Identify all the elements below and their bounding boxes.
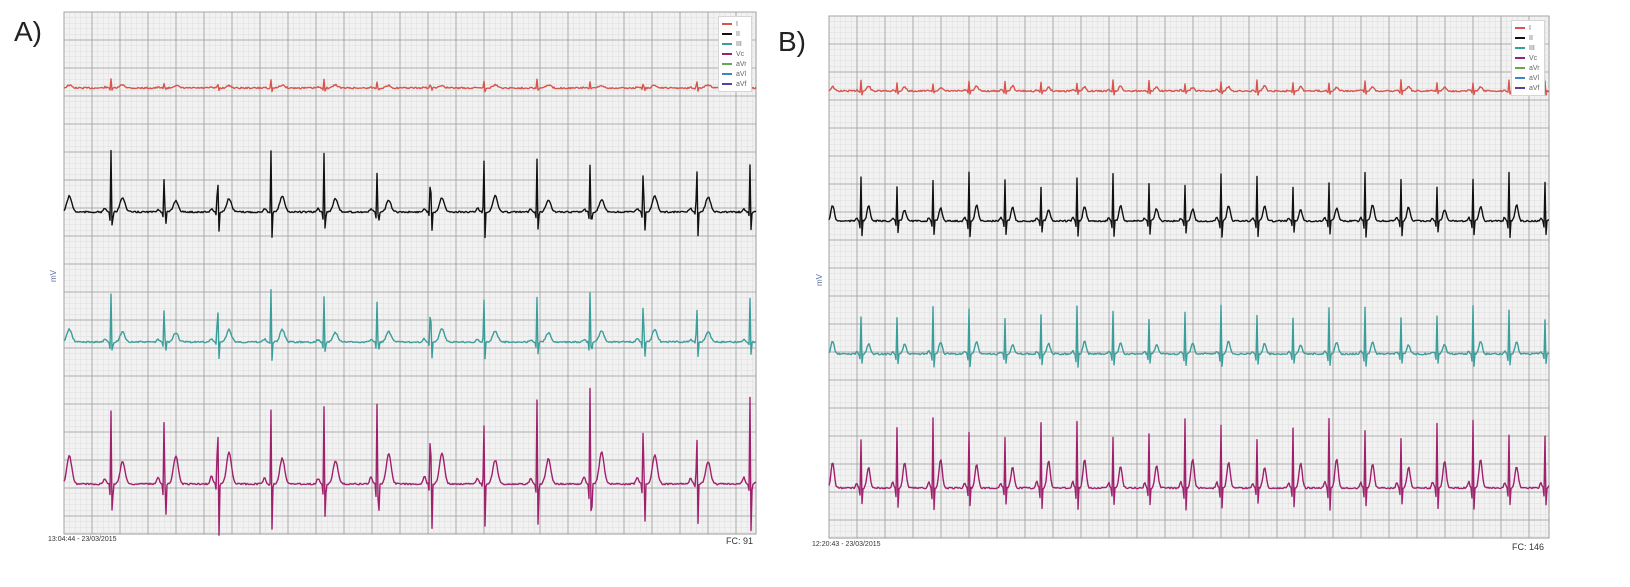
legend-label: aVl: [1529, 74, 1540, 82]
ecg-trace-vc: [63, 387, 757, 536]
legend-swatch: [722, 33, 732, 35]
ecg-trace-ii: [63, 149, 757, 239]
legend-label: aVr: [736, 60, 747, 68]
legend-swatch: [1515, 27, 1525, 29]
ecg-chart-a: I II III Vc aVr aVl aVf: [63, 11, 757, 536]
ecg-trace-i: [63, 78, 757, 93]
legend-item: Vc: [722, 49, 747, 59]
ecg-trace-ii: [828, 171, 1549, 239]
legend-swatch: [722, 23, 732, 25]
legend-label: aVf: [1529, 84, 1540, 92]
legend-label: II: [736, 30, 740, 38]
legend-item: aVf: [722, 79, 747, 89]
legend-item: Vc: [1515, 53, 1540, 63]
legend-item: aVr: [1515, 63, 1540, 73]
legend-swatch: [722, 63, 732, 65]
legend-label: I: [1529, 24, 1531, 32]
panel-a-label: A): [14, 16, 42, 47]
plot-background: [828, 15, 1550, 539]
legend-swatch: [722, 53, 732, 55]
legend-item: aVl: [1515, 73, 1540, 83]
legend-item: III: [722, 39, 747, 49]
legend: I II III Vc aVr aVl aVf: [1511, 20, 1545, 96]
legend-label: aVf: [736, 80, 747, 88]
panel-b-label: B): [778, 26, 806, 57]
legend-item: aVl: [722, 69, 747, 79]
legend-swatch: [722, 83, 732, 85]
legend-swatch: [1515, 57, 1525, 59]
timestamp-b: 12:20:43 - 23/03/2015: [812, 541, 881, 548]
y-axis-label-a: mV: [49, 270, 58, 282]
legend-label: aVl: [736, 70, 747, 78]
ecg-trace-iii: [828, 304, 1550, 368]
ecg-trace-iii: [63, 289, 757, 361]
legend-label: II: [1529, 34, 1533, 42]
y-axis-label-b: mV: [815, 274, 824, 286]
legend-item: I: [1515, 23, 1540, 33]
legend-label: Vc: [1529, 54, 1538, 62]
legend-label: Vc: [736, 50, 745, 58]
legend-swatch: [1515, 67, 1525, 69]
ecg-chart-b: I II III Vc aVr aVl aVf: [828, 15, 1550, 539]
legend-item: II: [722, 29, 747, 39]
legend-swatch: [722, 43, 732, 45]
legend-item: II: [1515, 33, 1540, 43]
legend-item: I: [722, 19, 747, 29]
ecg-trace-i: [828, 79, 1550, 96]
legend-swatch: [1515, 37, 1525, 39]
ecg-trace-vc: [828, 417, 1550, 511]
legend-swatch: [722, 73, 732, 75]
legend-label: III: [1529, 44, 1535, 52]
heart-rate-b: FC: 146: [1512, 542, 1545, 552]
legend-label: I: [736, 20, 738, 28]
legend: I II III Vc aVr aVl aVf: [718, 16, 752, 92]
legend-label: III: [736, 40, 742, 48]
legend-swatch: [1515, 77, 1525, 79]
legend-item: aVf: [1515, 83, 1540, 93]
legend-label: aVr: [1529, 64, 1540, 72]
ecg-plot-area: [828, 15, 1550, 539]
ecg-plot-area: [63, 11, 757, 536]
timestamp-a: 13:04:44 - 23/03/2015: [48, 536, 117, 543]
heart-rate-a: FC: 91: [726, 536, 754, 546]
legend-item: III: [1515, 43, 1540, 53]
legend-swatch: [1515, 87, 1525, 89]
legend-item: aVr: [722, 59, 747, 69]
legend-swatch: [1515, 47, 1525, 49]
